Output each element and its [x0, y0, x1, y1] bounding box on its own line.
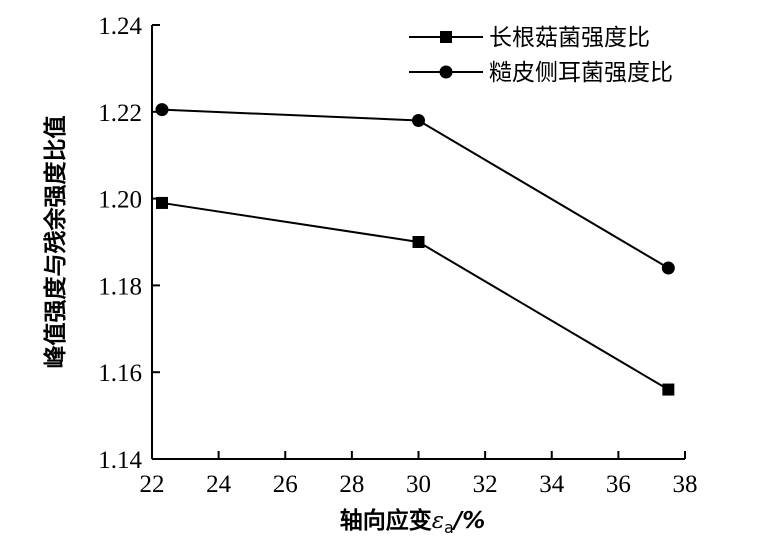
legend-marker-circle	[439, 65, 453, 79]
data-point-circle	[412, 113, 425, 127]
legend-item: 糙皮侧耳菌强度比	[409, 60, 673, 86]
legend-item: 长根菇菌强度比	[409, 25, 650, 51]
y-tick-label: 1.24	[98, 13, 142, 40]
y-tick-label: 1.22	[98, 100, 142, 127]
legend-label: 长根菇菌强度比	[489, 25, 650, 51]
x-tick-label: 32	[473, 471, 498, 498]
x-tick-label: 30	[406, 471, 431, 498]
x-tick-label: 24	[206, 471, 232, 498]
data-point-square	[155, 196, 168, 209]
y-tick-label: 1.18	[98, 273, 142, 300]
data-point-circle	[661, 261, 675, 275]
x-axis-title: 轴向应变εa/%	[340, 507, 486, 537]
x-tick-label: 22	[140, 471, 165, 498]
x-tick-label: 34	[539, 471, 565, 498]
x-axis-unit: /%	[451, 508, 485, 534]
legend-label: 糙皮侧耳菌强度比	[489, 60, 673, 86]
x-axis-subscript: a	[444, 518, 454, 537]
data-point-circle	[155, 103, 169, 117]
y-axis-title: 峰值强度与残余强度比值	[42, 116, 69, 369]
data-point-square	[662, 383, 675, 396]
y-tick-label: 1.16	[98, 360, 142, 387]
series-2	[155, 103, 675, 275]
x-tick-label: 28	[339, 471, 364, 498]
y-tick-label: 1.20	[98, 187, 142, 214]
y-tick-label: 1.14	[98, 447, 142, 474]
x-tick-label: 36	[606, 471, 631, 498]
x-axis-title-text: 轴向应变	[340, 507, 432, 534]
x-tick-label: 38	[673, 471, 698, 498]
plot-area: 1.14 1.16 1.18 1.20 1.22 1.24 22 24 26 28 30 32 34 3…	[98, 13, 697, 498]
series-1	[155, 196, 675, 396]
legend-marker-square	[440, 31, 452, 43]
x-axis-ticks: 22 24 26 28 30 32 34 36 38	[140, 451, 698, 498]
series-layer	[155, 103, 675, 396]
y-axis-ticks: 1.14 1.16 1.18 1.20 1.22 1.24	[98, 13, 160, 474]
data-point-square	[412, 236, 425, 248]
x-axis-symbol: ε	[432, 508, 444, 534]
series-line	[161, 201, 669, 391]
x-tick-label: 26	[273, 471, 298, 498]
